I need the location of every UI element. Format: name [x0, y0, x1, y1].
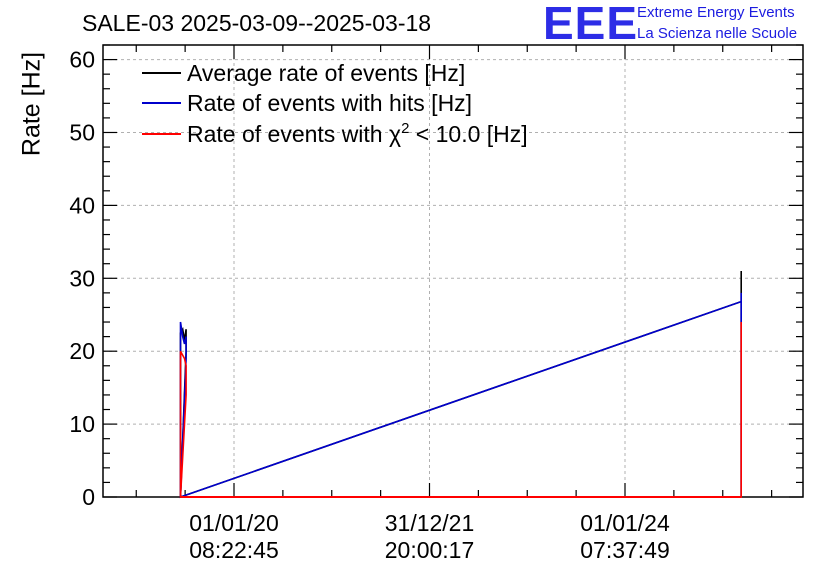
- y-tick-label: 0: [82, 484, 95, 510]
- x-tick-date-label: 01/01/24: [580, 510, 670, 536]
- chart-title: SALE-03 2025-03-09--2025-03-18: [82, 10, 432, 36]
- x-tick-date-label: 01/01/20: [189, 510, 279, 536]
- eee-logo: EEE: [543, 0, 639, 49]
- legend-label-0: Average rate of events [Hz]: [187, 60, 465, 86]
- brand-name: Extreme Energy Events: [637, 4, 795, 21]
- x-tick-time-label: 20:00:17: [385, 537, 475, 563]
- x-tick-time-label: 07:37:49: [580, 537, 670, 563]
- y-tick-label: 60: [69, 47, 95, 73]
- x-tick-time-label: 08:22:45: [189, 537, 279, 563]
- y-tick-label: 20: [69, 338, 95, 364]
- y-tick-label: 40: [69, 192, 95, 218]
- series-line-2: [179, 322, 743, 498]
- legend-label-2: Rate of events with χ2 < 10.0 [Hz]: [187, 120, 528, 147]
- y-tick-label: 10: [69, 411, 95, 437]
- grid-lines: [103, 45, 803, 497]
- brand-subtitle: La Scienza nelle Scuole: [637, 25, 798, 42]
- legend: Average rate of events [Hz] Rate of event…: [142, 60, 528, 147]
- y-tick-label: 50: [69, 119, 95, 145]
- series-line-1: [179, 292, 743, 499]
- x-tick-date-label: 31/12/21: [385, 510, 475, 536]
- series-lines: [179, 271, 743, 499]
- legend-label-1: Rate of events with hits [Hz]: [187, 90, 472, 116]
- y-axis-label: Rate [Hz]: [17, 51, 46, 157]
- y-tick-label: 30: [69, 265, 95, 291]
